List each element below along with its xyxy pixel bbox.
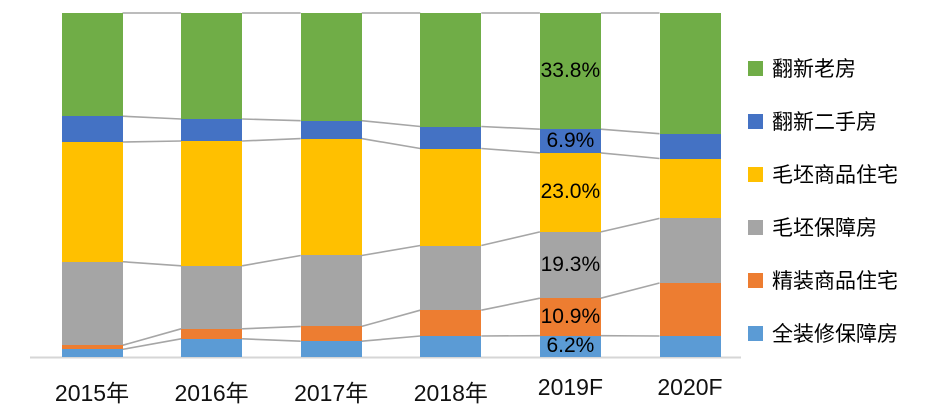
connector-line xyxy=(361,309,421,328)
legend: 翻新老房翻新二手房毛坯商品住宅 毛坯保障房精装商品住宅 全装修保障房 xyxy=(748,56,898,346)
segment-毛坯商品住宅 xyxy=(61,141,123,262)
data-label: 19.3% xyxy=(540,253,601,277)
legend-label: 翻新二手房 xyxy=(772,111,877,134)
segment-翻新二手房: 6.9% xyxy=(539,129,601,153)
connector-line xyxy=(361,244,421,257)
bar-2019F: 33.8% 6.9% 23.0% 19.3% 10.9% 6.2% xyxy=(539,13,601,358)
data-label: 23.0% xyxy=(540,180,601,204)
x-axis-label-2017年: 2017年 xyxy=(294,380,369,406)
legend-item-全装修保障房: 全装修保障房 xyxy=(748,321,898,346)
legend-item-翻新二手房: 翻新二手房 xyxy=(748,109,898,134)
segment-全装修保障房 xyxy=(300,341,362,357)
legend-label: 毛坯保障房 xyxy=(772,217,877,240)
segment-精装商品住宅 xyxy=(420,310,482,336)
segment-翻新老房 xyxy=(300,13,362,121)
segment-翻新老房 xyxy=(420,13,482,127)
connector-line xyxy=(361,119,421,128)
data-label: 10.9% xyxy=(540,304,601,328)
segment-翻新老房: 33.8% xyxy=(539,13,601,130)
data-label: 6.9% xyxy=(546,129,595,152)
connector-line xyxy=(600,217,660,233)
segment-精装商品住宅 xyxy=(61,345,123,350)
connector-line xyxy=(242,338,301,342)
segment-翻新二手房 xyxy=(61,116,123,142)
connector-line xyxy=(361,335,421,342)
legend-item-翻新老房: 翻新老房 xyxy=(748,56,898,81)
connector-line xyxy=(481,231,541,247)
connector-line xyxy=(600,282,660,299)
bar-2015年 xyxy=(61,13,123,357)
x-axis-label-2019F: 2019F xyxy=(537,374,603,400)
data-label: 6.2% xyxy=(546,334,595,358)
connector-line xyxy=(122,115,182,120)
connector-line xyxy=(242,137,301,142)
connector-line xyxy=(242,325,301,330)
segment-翻新老房 xyxy=(61,13,123,117)
legend-label: 毛坯商品住宅 xyxy=(772,164,898,187)
x-axis-label-2015年: 2015年 xyxy=(54,380,130,406)
connector-line xyxy=(242,118,301,122)
segment-翻新二手房 xyxy=(420,126,482,149)
segment-毛坯商品住宅 xyxy=(181,140,243,266)
segment-毛坯商品住宅: 23.0% xyxy=(539,152,601,232)
legend-swatch-icon xyxy=(748,60,763,76)
legend-swatch-icon xyxy=(748,166,763,182)
segment-翻新老房 xyxy=(181,13,243,119)
connector-line xyxy=(241,254,301,267)
connector-line xyxy=(122,328,182,347)
segment-翻新二手房 xyxy=(659,133,721,159)
connector-line xyxy=(600,152,660,160)
segment-精装商品住宅 xyxy=(181,328,243,339)
segment-翻新二手房 xyxy=(181,118,243,141)
legend-swatch-icon xyxy=(748,219,763,235)
legend-label: 全装修保障房 xyxy=(772,323,898,346)
segment-毛坯保障房: 19.3% xyxy=(539,231,601,299)
segment-翻新老房 xyxy=(659,13,721,134)
segment-毛坯保障房 xyxy=(420,245,482,311)
segment-毛坯保障房 xyxy=(659,218,721,284)
segment-毛坯商品住宅 xyxy=(300,138,362,256)
data-label: 33.8% xyxy=(540,59,601,83)
segment-精装商品住宅: 10.9% xyxy=(539,298,601,336)
bar-2020F xyxy=(659,13,721,357)
segment-全装修保障房 xyxy=(61,349,123,357)
segment-全装修保障房 xyxy=(181,338,243,357)
legend-swatch-icon xyxy=(748,325,763,341)
x-axis-label-2020F: 2020F xyxy=(657,374,723,400)
x-axis-label-2016年: 2016年 xyxy=(174,380,249,406)
legend-swatch-icon xyxy=(748,113,763,129)
segment-全装修保障房 xyxy=(659,335,721,357)
segment-毛坯保障房 xyxy=(300,255,362,327)
bar-2016年 xyxy=(181,13,243,357)
connector-line xyxy=(481,147,540,154)
connector-line xyxy=(481,297,541,311)
legend-item-毛坯商品住宅: 毛坯商品住宅 xyxy=(748,162,898,187)
connector-line xyxy=(122,140,182,143)
legend-label: 精装商品住宅 xyxy=(772,270,898,293)
segment-精装商品住宅 xyxy=(659,283,721,336)
bar-2018年 xyxy=(420,13,482,357)
legend-label: 翻新老房 xyxy=(772,58,856,81)
segment-全装修保障房 xyxy=(420,335,482,357)
legend-swatch-icon xyxy=(748,272,763,288)
segment-毛坯保障房 xyxy=(181,265,243,329)
connector-line xyxy=(122,338,182,351)
segment-毛坯商品住宅 xyxy=(420,148,482,246)
connector-line xyxy=(122,260,182,267)
segment-毛坯保障房 xyxy=(61,261,123,346)
connector-line xyxy=(600,128,660,135)
bar-2017年 xyxy=(300,13,362,357)
legend-item-毛坯保障房: 毛坯保障房 xyxy=(748,215,898,240)
segment-精装商品住宅 xyxy=(300,326,362,342)
x-axis-label-2018年: 2018年 xyxy=(413,380,488,406)
connector-line xyxy=(361,137,421,150)
segment-全装修保障房: 6.2% xyxy=(539,334,601,358)
segment-翻新二手房 xyxy=(300,120,362,139)
connector-line xyxy=(481,125,540,130)
legend-item-精装商品住宅: 精装商品住宅 xyxy=(748,268,898,293)
segment-毛坯商品住宅 xyxy=(659,158,721,219)
